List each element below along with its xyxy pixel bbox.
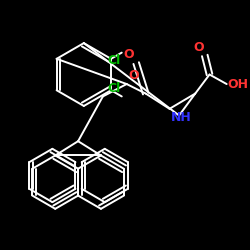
Text: O: O	[193, 40, 204, 54]
Text: O: O	[128, 69, 139, 82]
Text: Cl: Cl	[108, 82, 121, 96]
Text: Cl: Cl	[108, 54, 121, 66]
Text: O: O	[124, 48, 134, 61]
Text: OH: OH	[228, 78, 248, 90]
Text: NH: NH	[170, 111, 191, 124]
